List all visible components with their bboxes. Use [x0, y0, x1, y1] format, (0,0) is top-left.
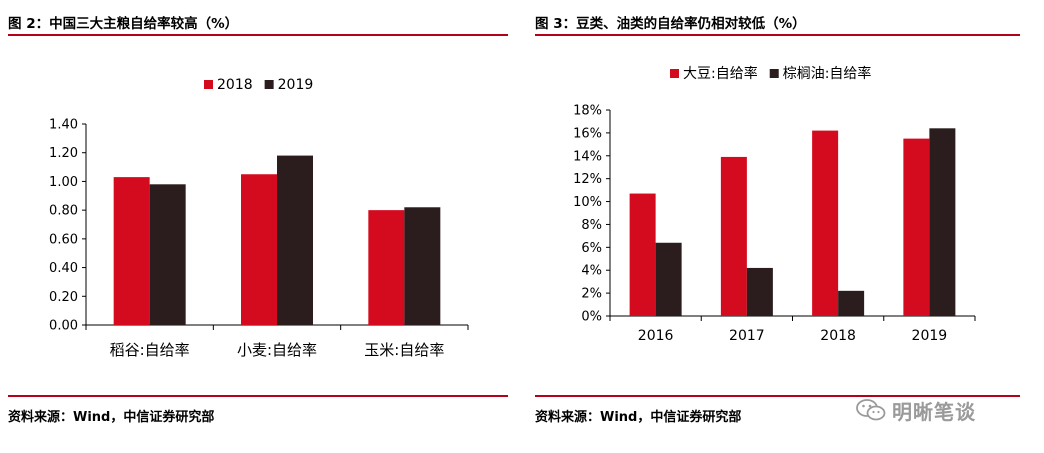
left-title-rule: [8, 34, 508, 36]
watermark-text: 明晰笔谈: [892, 399, 976, 424]
left-source-note: 资料来源：Wind，中信证券研究部: [8, 410, 215, 425]
right-y-tick-label-0: 0%: [581, 310, 602, 325]
wechat-icon: [856, 399, 886, 421]
right-y-tick-label-8: 16%: [573, 126, 602, 141]
left-category-label-1: 小麦:自给率: [237, 341, 317, 359]
left-bar-s0-c1: [241, 174, 277, 325]
left-bar-s0-c0: [113, 177, 150, 325]
left-category-label-0: 稻谷:自给率: [110, 341, 190, 359]
right-category-label-2: 2018: [820, 328, 856, 344]
left-bar-s1-c0: [149, 184, 186, 325]
right-y-tick-label-5: 10%: [573, 195, 602, 210]
right-category-label-3: 2019: [912, 328, 948, 344]
left-legend-swatch-0: [204, 80, 213, 89]
left-bar-s1-c1: [277, 155, 313, 325]
left-figure-title: 图 2：中国三大主粮自给率较高（%）: [8, 16, 239, 32]
right-y-tick-label-7: 14%: [573, 149, 602, 164]
right-legend-label-0: 大豆:自给率: [683, 65, 758, 82]
right-category-label-1: 2017: [729, 328, 765, 344]
watermark: 明晰笔谈: [856, 395, 976, 425]
left-y-tick-label-1: 0.20: [49, 290, 78, 305]
right-bar-s0-c3: [903, 138, 930, 316]
left-legend-swatch-1: [264, 80, 274, 89]
right-y-tick-label-2: 4%: [581, 264, 602, 279]
left-y-tick-label-4: 0.80: [49, 204, 78, 219]
left-bar-s0-c2: [368, 210, 405, 325]
left-y-tick-label-5: 1.00: [49, 175, 78, 190]
left-y-tick-label-6: 1.20: [49, 146, 78, 161]
left-source-rule: [8, 395, 508, 397]
right-category-label-0: 2016: [638, 328, 674, 344]
right-y-tick-label-1: 2%: [581, 287, 602, 302]
left-y-tick-label-0: 0.00: [49, 319, 78, 334]
right-legend-label-1: 棕榈油:自给率: [783, 65, 872, 82]
right-bar-s1-c0: [655, 242, 682, 316]
left-legend-label-0: 2018: [217, 77, 253, 93]
right-figure-title: 图 3：豆类、油类的自给率仍相对较低（%）: [535, 16, 806, 32]
right-bar-s0-c0: [629, 193, 656, 316]
right-legend-swatch-1: [769, 69, 779, 78]
right-y-tick-label-9: 18%: [573, 104, 602, 119]
right-bar-s0-c1: [720, 156, 747, 316]
left-bar-chart: 2018 2019 0.00 0.20 0.40 0.60 0.80 1.00 1.20 1.40…: [49, 77, 469, 359]
left-y-tick-label-3: 0.60: [49, 232, 78, 247]
right-legend-swatch-0: [670, 69, 679, 78]
right-y-tick-label-3: 6%: [581, 241, 602, 256]
left-figure-panel: 图 2：中国三大主粮自给率较高（%） 2018 2019 0.00 0.20 0.40 0…: [8, 0, 508, 453]
right-bar-s0-c2: [812, 130, 839, 316]
left-legend-label-1: 2019: [278, 77, 314, 93]
right-bar-s1-c1: [746, 267, 773, 316]
right-y-tick-label-4: 8%: [581, 218, 602, 233]
right-source-rule: [535, 395, 1020, 397]
right-source-note: 资料来源：Wind，中信证券研究部: [535, 410, 742, 425]
right-title-rule: [535, 34, 1020, 36]
right-bar-chart: 大豆:自给率 棕榈油:自给率 0% 2% 4% 6% 8% 10% 12% 14% 16% 18% 20…: [573, 65, 976, 344]
left-bar-s1-c2: [404, 207, 441, 325]
left-category-label-2: 玉米:自给率: [364, 341, 444, 359]
right-figure-panel: 图 3：豆类、油类的自给率仍相对较低（%） 大豆:自给率 棕榈油:自给率 0% 2% 4…: [535, 0, 1020, 453]
left-y-tick-label-7: 1.40: [49, 118, 78, 133]
right-y-tick-label-6: 12%: [573, 172, 602, 187]
right-bar-s1-c2: [838, 290, 865, 316]
left-y-tick-label-2: 0.40: [49, 261, 78, 276]
right-bar-s1-c3: [929, 128, 956, 316]
